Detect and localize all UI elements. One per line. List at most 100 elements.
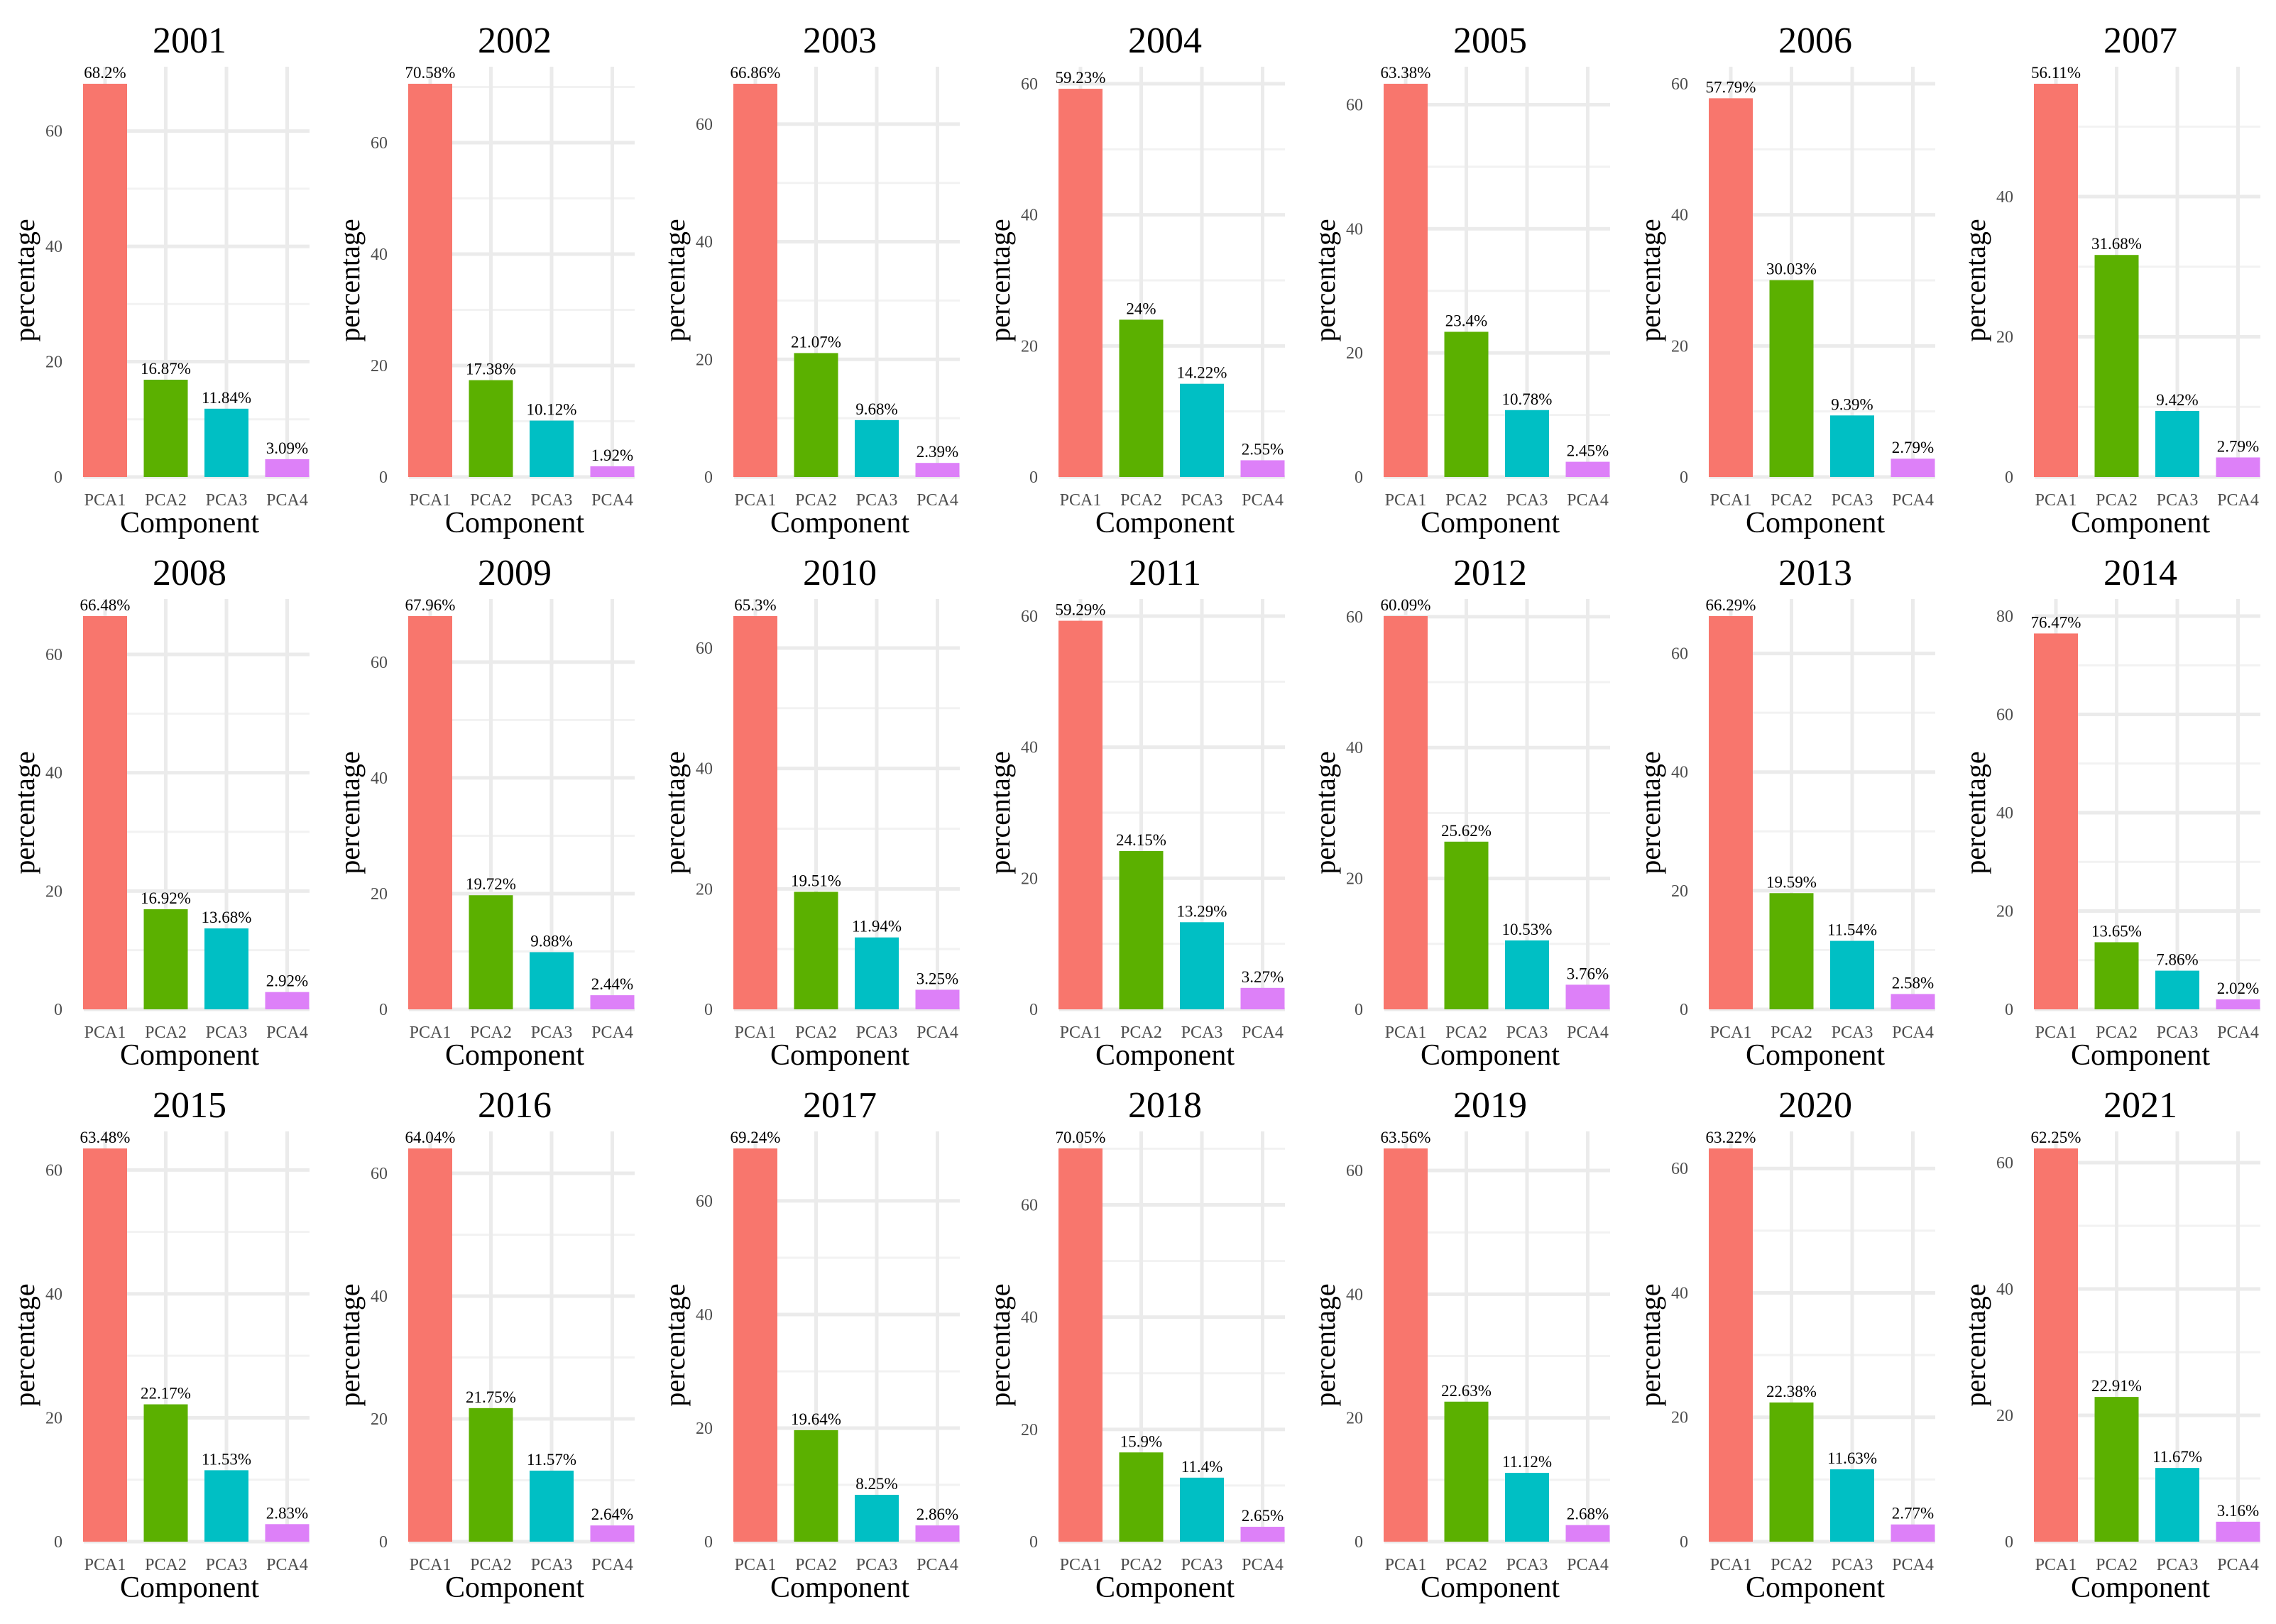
y-tick-label: 0 (2005, 468, 2013, 487)
panel-title: 2020 (1778, 1085, 1852, 1126)
y-tick-label: 60 (1021, 1196, 1038, 1214)
bar-value-label: 10.12% (527, 401, 577, 419)
bar-pca3 (2155, 970, 2199, 1009)
bar-value-label: 22.63% (1441, 1382, 1492, 1400)
chart-panel-2011: 0 20 40 60 59.29% PCA1 24.15% PCA2 13.29% PCA3 3.2… (984, 553, 1285, 1072)
panel-title: 2018 (1128, 1085, 1202, 1126)
panel-title: 2021 (2103, 1085, 2177, 1126)
x-tick-label: PCA2 (1120, 491, 1162, 510)
bar-pca3 (530, 420, 574, 477)
y-tick-label: 60 (1346, 608, 1363, 627)
chart-panel-2004: 0 20 40 60 59.23% PCA1 24% PCA2 14.22% PCA3 2.55% P… (984, 21, 1285, 539)
bar-value-label: 11.84% (202, 389, 251, 407)
y-tick-label: 0 (54, 1001, 62, 1019)
bar-pca4 (1565, 984, 1610, 1009)
bar-pca1 (1058, 1148, 1103, 1542)
bar-pca4 (1240, 1527, 1285, 1542)
bar-value-label: 30.03% (1766, 260, 1817, 278)
x-tick-label: PCA4 (591, 491, 633, 510)
y-tick-label: 20 (371, 885, 388, 904)
y-tick-label: 20 (1346, 344, 1363, 363)
bar-value-label: 2.79% (2217, 437, 2259, 455)
bar-value-label: 19.59% (1766, 873, 1817, 891)
x-tick-label: PCA4 (1242, 491, 1284, 510)
bar-pca4 (2216, 457, 2260, 477)
bar-value-label: 2.83% (266, 1504, 308, 1522)
panel-title: 2007 (2103, 21, 2177, 61)
bar-value-label: 9.42% (2156, 391, 2198, 409)
bar-pca2 (469, 895, 513, 1009)
y-tick-label: 40 (371, 246, 388, 264)
bar-pca1 (1709, 616, 1753, 1009)
x-tick-label: PCA1 (84, 1556, 126, 1574)
bar-pca2 (1769, 280, 1814, 477)
bar-pca3 (204, 408, 248, 477)
bar-pca3 (204, 928, 248, 1009)
x-axis-title: Component (770, 1039, 909, 1072)
y-tick-label: 0 (379, 1001, 388, 1019)
bar-pca3 (1505, 410, 1549, 477)
bar-pca4 (1240, 460, 1285, 477)
bar-pca1 (408, 84, 452, 477)
bar-value-label: 63.38% (1381, 64, 1431, 82)
x-tick-label: PCA2 (1445, 491, 1487, 510)
panel-title: 2015 (153, 1085, 226, 1126)
bar-pca4 (1891, 459, 1935, 477)
bar-value-label: 3.25% (917, 970, 958, 987)
bar-pca4 (2216, 999, 2260, 1009)
bar-value-label: 3.09% (266, 439, 308, 457)
bar-value-label: 21.07% (791, 333, 841, 351)
bar-value-label: 24% (1126, 300, 1156, 317)
bar-value-label: 10.78% (1502, 390, 1553, 408)
bar-value-label: 65.3% (734, 596, 776, 614)
x-tick-label: PCA3 (856, 1556, 898, 1574)
chart-panel-2017: 0 20 40 60 69.24% PCA1 19.64% PCA2 8.25% PCA3 2.86… (659, 1085, 960, 1604)
y-tick-label: 20 (696, 1420, 713, 1438)
x-tick-label: PCA4 (1567, 491, 1609, 510)
bar-pca3 (1180, 383, 1224, 477)
bar-pca1 (1384, 616, 1428, 1009)
panel-title: 2017 (803, 1085, 877, 1126)
bar-value-label: 19.51% (791, 872, 841, 889)
x-tick-label: PCA3 (1506, 1024, 1548, 1042)
x-tick-label: PCA4 (1242, 1024, 1284, 1042)
y-axis-title: percentage (9, 219, 40, 341)
bar-pca1 (1058, 89, 1103, 477)
bar-pca2 (143, 379, 188, 477)
panel-title: 2011 (1129, 553, 1201, 593)
bar-pca1 (733, 1148, 777, 1542)
y-tick-label: 80 (1996, 608, 2013, 626)
chart-panel-2005: 0 20 40 60 63.38% PCA1 23.4% PCA2 10.78% PCA3 2.45… (1309, 21, 1610, 539)
x-tick-label: PCA3 (206, 1556, 248, 1574)
y-tick-label: 0 (704, 1533, 713, 1552)
x-tick-label: PCA3 (531, 1556, 573, 1574)
panel-title: 2009 (478, 553, 552, 593)
x-tick-label: PCA1 (1385, 1556, 1427, 1574)
bar-pca1 (1384, 84, 1428, 477)
panel-title: 2016 (478, 1085, 552, 1126)
bar-pca2 (2094, 942, 2139, 1009)
x-tick-label: PCA4 (1242, 1556, 1284, 1574)
bar-pca3 (204, 1470, 248, 1542)
y-tick-label: 20 (45, 353, 62, 372)
bar-pca1 (1709, 1148, 1753, 1542)
y-tick-label: 60 (45, 646, 62, 664)
x-tick-label: PCA2 (145, 1556, 187, 1574)
x-tick-label: PCA2 (1445, 1024, 1487, 1042)
bar-value-label: 11.57% (527, 1451, 576, 1469)
bar-value-label: 22.17% (141, 1385, 191, 1403)
bar-pca4 (1891, 994, 1935, 1009)
bar-pca3 (855, 1494, 899, 1542)
x-tick-label: PCA2 (145, 1024, 187, 1042)
x-tick-label: PCA1 (410, 1024, 452, 1042)
y-tick-label: 40 (371, 1288, 388, 1306)
y-tick-label: 40 (1021, 739, 1038, 757)
x-axis-title: Component (120, 1571, 259, 1604)
y-tick-label: 40 (1671, 207, 1688, 225)
bar-value-label: 67.96% (405, 596, 456, 614)
x-tick-label: PCA4 (2217, 1556, 2259, 1574)
bar-pca3 (1180, 1477, 1224, 1542)
chart-panel-2018: 0 20 40 60 70.05% PCA1 15.9% PCA2 11.4% PCA3 2.65%… (984, 1085, 1285, 1604)
bar-value-label: 11.4% (1181, 1458, 1223, 1476)
x-tick-label: PCA2 (1771, 1556, 1812, 1574)
